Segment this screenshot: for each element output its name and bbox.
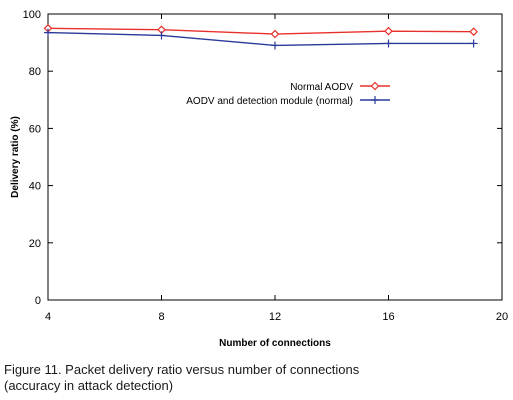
y-tick-label: 40 bbox=[29, 181, 41, 193]
caption-line-2: (accuracy in attack detection) bbox=[4, 378, 174, 393]
y-tick-label: 80 bbox=[29, 66, 41, 78]
y-tick-label: 100 bbox=[23, 9, 41, 21]
plot-area-border bbox=[47, 13, 503, 301]
legend-label-2: AODV and detection module (normal) bbox=[186, 96, 353, 107]
legend-marker-2 bbox=[371, 96, 379, 104]
y-tick-label: 0 bbox=[35, 295, 41, 307]
y-tick-label: 20 bbox=[29, 238, 41, 250]
data-point-series-2 bbox=[44, 28, 52, 37]
y-tick-label: 60 bbox=[29, 123, 41, 135]
line-chart: 4 8 12 16 20 0 20 40 60 80 100 Normal AODV AODV and… bbox=[10, 9, 508, 349]
data-point-series-2 bbox=[157, 31, 166, 40]
series-line-2 bbox=[47, 31, 474, 47]
y-axis-label: Delivery ratio (%) bbox=[10, 116, 21, 198]
figure-caption: Figure 11. Packet delivery ratio versus … bbox=[4, 362, 504, 394]
x-tick-label: 12 bbox=[269, 311, 281, 323]
x-tick-label: 16 bbox=[382, 311, 394, 323]
data-point-series-1 bbox=[469, 27, 478, 37]
data-point-series-2 bbox=[271, 41, 279, 50]
legend-label-1: Normal AODV bbox=[290, 82, 353, 93]
data-point-series-1 bbox=[384, 26, 393, 36]
x-tick-label: 4 bbox=[45, 311, 51, 323]
legend-marker-1 bbox=[370, 81, 380, 91]
caption-line-1: Figure 11. Packet delivery ratio versus … bbox=[4, 362, 360, 377]
series-line-1 bbox=[47, 27, 474, 35]
data-point-series-2 bbox=[469, 39, 478, 48]
data-point-series-2 bbox=[384, 39, 393, 48]
data-point-series-1 bbox=[270, 29, 280, 39]
x-tick-label: 20 bbox=[496, 311, 508, 323]
x-axis-label: Number of connections bbox=[219, 338, 331, 349]
x-tick-label: 8 bbox=[158, 311, 164, 323]
